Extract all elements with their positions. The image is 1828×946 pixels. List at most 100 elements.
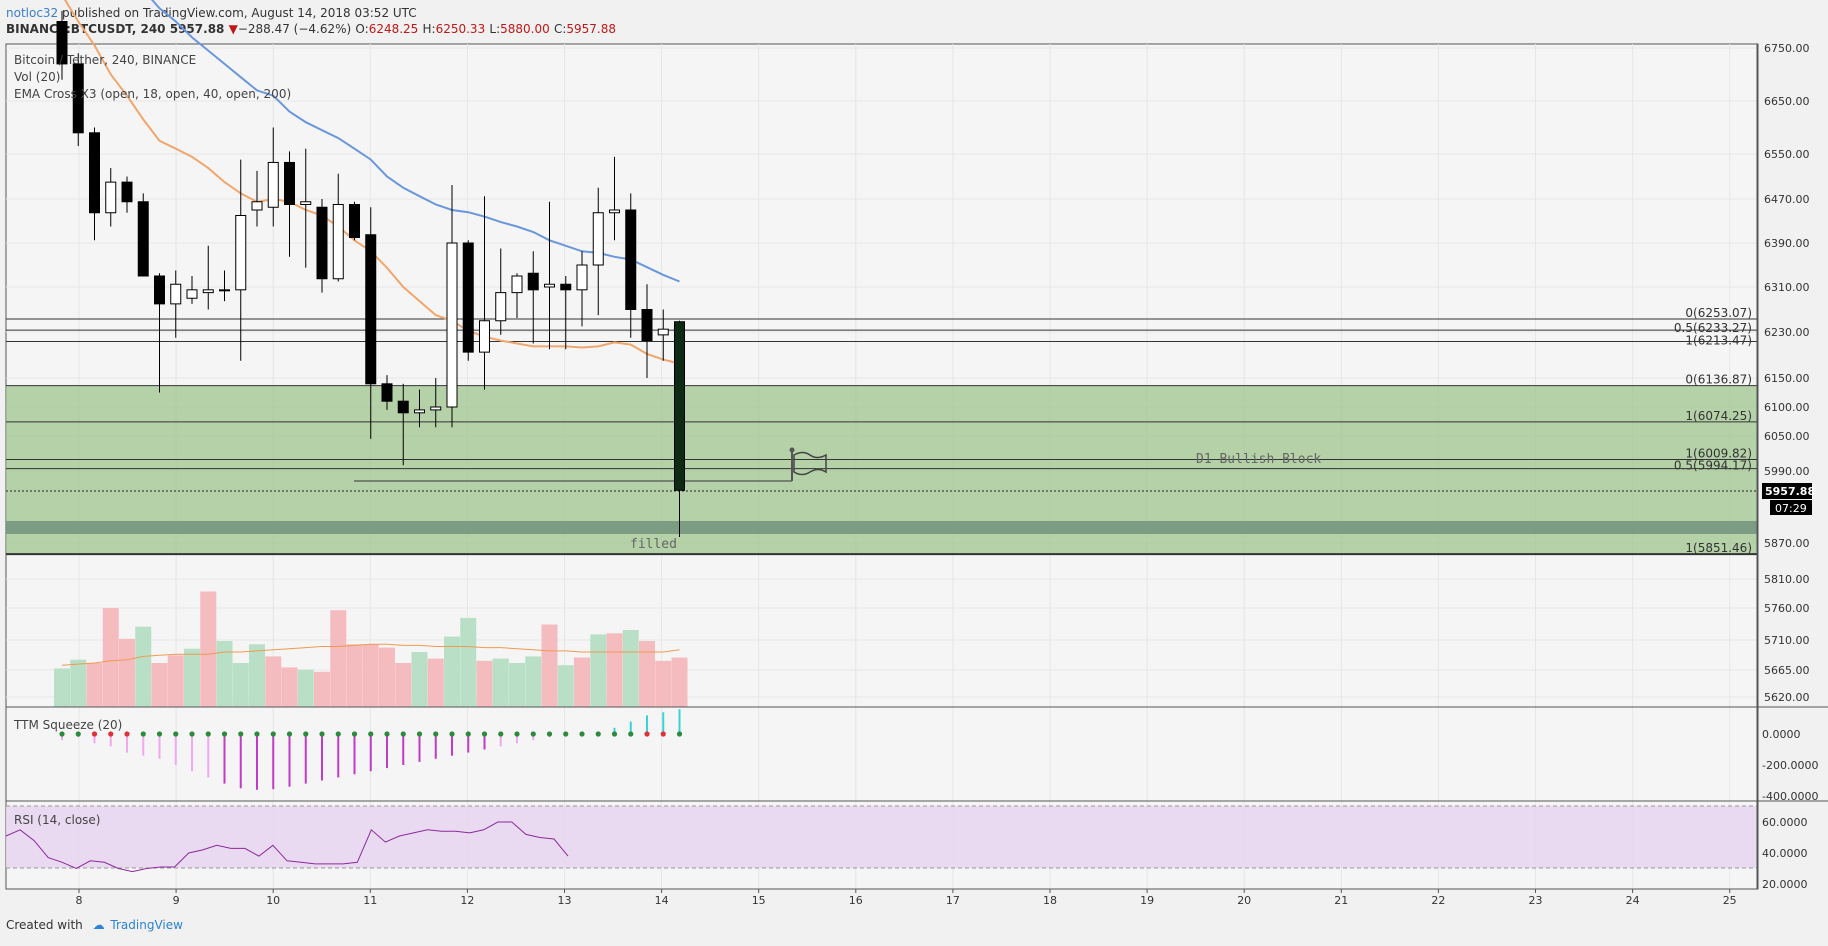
price-axis-label: 5710.00	[1764, 634, 1810, 647]
ttm-dot	[351, 731, 358, 737]
ttm-dot	[433, 731, 439, 737]
ttm-axis-label: -400.0000	[1762, 790, 1818, 803]
volume-bar	[590, 634, 607, 707]
ttm-dot	[254, 731, 260, 737]
volume-bar	[606, 633, 623, 707]
candles	[56, 10, 685, 537]
ttm-squeeze-pane: 0.0000 -200.0000 -400.0000	[59, 709, 1818, 803]
candle-body	[462, 242, 474, 353]
volume-bar	[70, 659, 87, 707]
close-value: 5957.88	[566, 22, 616, 36]
volume-bar	[362, 644, 379, 707]
open-value: 6248.25	[368, 22, 419, 36]
bullish-block-zone	[6, 385, 1757, 555]
fib-label: 1(6213.47)	[1685, 334, 1752, 348]
fib-label: 0.5(6233.27)	[1674, 321, 1752, 335]
volume-bar	[281, 667, 298, 707]
ttm-dot	[384, 731, 390, 737]
volume-bar	[102, 608, 119, 707]
candle-body	[251, 201, 263, 211]
ttm-dot	[108, 731, 114, 737]
candle-body	[219, 289, 230, 292]
time-axis-label: 22	[1431, 894, 1445, 907]
volume-bar	[557, 665, 574, 707]
volume-bar	[297, 669, 314, 707]
ttm-dot	[286, 731, 293, 737]
ttm-dot	[465, 731, 471, 737]
volume-bar	[541, 624, 558, 707]
volume-bar	[330, 610, 347, 707]
volume-bar	[379, 647, 395, 707]
candle-body	[72, 63, 84, 134]
ttm-dot	[189, 731, 195, 737]
price-axis-label: 6390.00	[1764, 237, 1810, 250]
volume-bar	[54, 668, 70, 707]
volume-bar	[574, 657, 590, 707]
price-axis-label: 6100.00	[1764, 401, 1810, 414]
price-axis-label: 5620.00	[1764, 691, 1810, 704]
volume-bar	[639, 641, 655, 707]
ttm-dot	[400, 731, 406, 737]
price-axis-label: 6050.00	[1764, 430, 1810, 443]
price-axis-label: 6150.00	[1764, 372, 1810, 385]
volume-bar	[167, 655, 184, 707]
price-change: −288.47 (−4.62%)	[237, 22, 352, 36]
close-label: C:	[553, 22, 567, 36]
legend-title: Bitcoin / Tether, 240, BINANCE	[14, 53, 196, 67]
time-axis-label: 25	[1723, 894, 1737, 907]
author-link[interactable]: notloc32	[6, 6, 59, 20]
candle-body	[284, 161, 295, 205]
volume-bar	[655, 660, 672, 707]
price-axis-label: 5810.00	[1764, 573, 1810, 586]
candle-body	[397, 400, 409, 414]
filled-label: filled	[630, 537, 677, 552]
price-axis-label: 5665.00	[1764, 664, 1810, 677]
rsi-band	[6, 806, 1757, 868]
ttm-dot	[124, 731, 130, 737]
legend-ema: EMA Cross X3 (open, 18, open, 40, open, …	[14, 87, 291, 101]
time-axis-label: 18	[1043, 894, 1057, 907]
time-axis-label: 11	[363, 894, 377, 907]
ttm-dot	[416, 731, 423, 737]
time-axis-label: 16	[849, 894, 863, 907]
footer: Created with ☁ TradingView	[6, 918, 406, 942]
fib-label: 0(6253.07)	[1685, 306, 1752, 320]
volume-bar	[411, 652, 428, 707]
time-axis-label: 13	[558, 894, 572, 907]
flag-icon[interactable]	[789, 447, 827, 482]
ttm-dot	[238, 731, 244, 737]
publish-info: published on TradingView.com, August 14,…	[58, 6, 417, 20]
volume-bar	[509, 663, 525, 707]
legend-ttm: TTM Squeeze (20)	[13, 718, 122, 732]
ema-slow-line	[150, 0, 680, 283]
volume-bar	[119, 638, 135, 707]
ttm-dot	[449, 731, 455, 737]
volume-bars	[54, 591, 688, 707]
candle-body	[105, 181, 117, 214]
ttm-dot	[660, 731, 666, 737]
fib-levels: 0(6253.07)0.5(6233.27)1(6213.47) 0(6136.8…	[6, 306, 1757, 556]
tradingview-brand[interactable]: TradingView	[110, 918, 183, 932]
legend-rsi: RSI (14, close)	[14, 813, 100, 827]
tradingview-logo-icon[interactable]: ☁	[92, 918, 105, 932]
candle-body	[365, 234, 377, 385]
volume-bar	[622, 630, 639, 707]
candle-body	[495, 292, 507, 322]
volume-bar	[671, 657, 688, 707]
time-axis-label: 9	[173, 894, 180, 907]
axes: 6750.00 6650.00 6550.00 6470.00 6390.00 6310.…	[6, 42, 1828, 907]
candle-body	[332, 204, 344, 280]
candle-body	[137, 201, 149, 277]
rsi-axis-label: 60.0000	[1762, 816, 1808, 829]
candle-body	[430, 406, 442, 411]
volume-bar	[184, 648, 200, 707]
fib-label: 0.5(5994.17)	[1674, 459, 1752, 473]
ttm-dot	[676, 731, 683, 737]
time-axis-label: 20	[1237, 894, 1251, 907]
price-axis-label: 6550.00	[1764, 148, 1810, 161]
candle-body	[479, 320, 490, 353]
price-axis-label: 6470.00	[1764, 193, 1810, 206]
candle-body	[154, 275, 165, 305]
chart-header: notloc32 published on TradingView.com, A…	[6, 6, 1816, 38]
